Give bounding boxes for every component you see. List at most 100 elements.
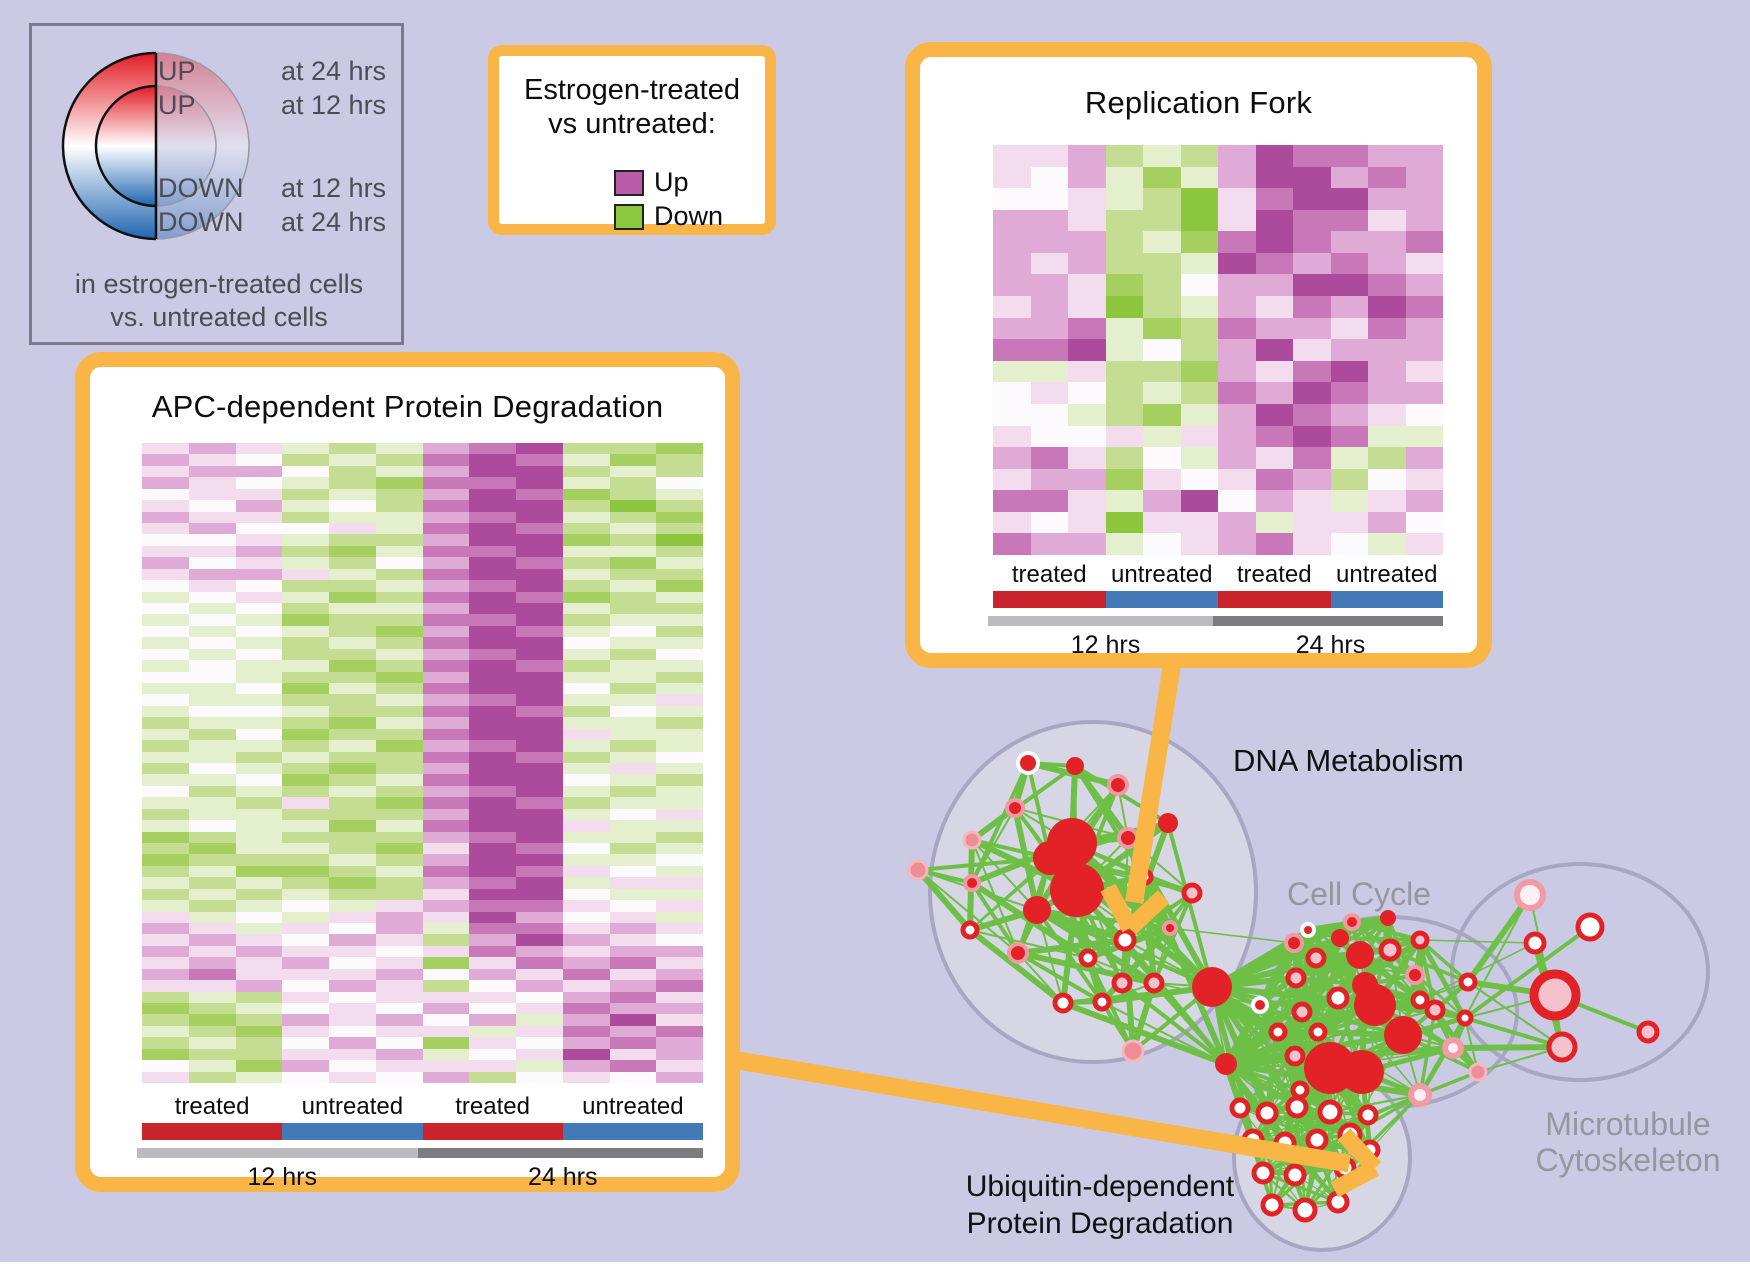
heatmap-cell <box>1180 296 1218 318</box>
heatmap-cell <box>1405 447 1443 469</box>
treated-bar <box>993 591 1106 608</box>
heatmap-cell <box>142 454 189 466</box>
heatmap-cell <box>1180 166 1218 189</box>
heatmap-cell <box>1293 166 1331 189</box>
heatmap-cell <box>142 934 189 946</box>
heatmap-cell <box>1105 425 1143 448</box>
heatmap-cell <box>422 774 470 786</box>
heatmap-cell <box>656 568 703 581</box>
heatmap-cell <box>1143 425 1181 448</box>
heatmap-cell <box>516 740 563 752</box>
heatmap-cell <box>375 843 423 855</box>
heatmap-cell <box>562 625 610 638</box>
heatmap-cell <box>1330 533 1368 555</box>
heatmap-cell <box>993 339 1031 361</box>
network-node <box>1546 1031 1578 1063</box>
heatmap-cell <box>516 968 563 981</box>
heatmap-cell <box>562 660 610 672</box>
heatmap-cell <box>993 360 1031 383</box>
updown-direction-label: DOWN <box>158 173 244 203</box>
heatmap-cell <box>375 854 423 866</box>
heatmap-cell <box>188 660 236 672</box>
heatmap-cell <box>422 888 470 901</box>
heatmap-cell <box>516 843 563 855</box>
heatmap-cell <box>562 991 610 1003</box>
heatmap-cell <box>188 625 236 638</box>
estrogen-legend-title-line1: Estrogen-treated <box>523 74 740 106</box>
heatmap-cell <box>188 831 236 843</box>
heatmap-cell <box>516 1048 563 1061</box>
network-edge <box>971 839 1038 911</box>
heatmap-cell <box>656 934 703 946</box>
heatmap-cell <box>516 603 563 615</box>
heatmap-cell <box>1293 382 1331 404</box>
heatmap-cell <box>1143 382 1181 404</box>
heatmap-cell <box>656 923 703 935</box>
heatmap-cell <box>282 488 329 501</box>
time-bar <box>417 1148 703 1158</box>
heatmap-cell <box>329 660 376 672</box>
heatmap-cell <box>329 808 376 821</box>
heatmap-cell <box>1143 403 1181 426</box>
heatmap-cell <box>562 820 610 832</box>
heatmap-cell <box>235 854 283 866</box>
heatmap-cell <box>329 500 376 512</box>
heatmap-cell <box>188 1037 236 1049</box>
heatmap-cell <box>375 808 423 821</box>
heatmap-cell <box>329 728 376 741</box>
heatmap-cell <box>422 603 470 615</box>
heatmap-cell <box>235 443 283 455</box>
heatmap-cell <box>609 500 657 512</box>
connector-arrow-apc-to-ubiquitin <box>733 1051 1382 1198</box>
heatmap-cell <box>1368 188 1406 210</box>
heatmap-cell <box>609 854 657 866</box>
heatmap-cell <box>375 580 423 592</box>
heatmap-cell <box>1143 145 1181 167</box>
heatmap-cell <box>422 717 470 729</box>
heatmap-cell <box>375 683 423 695</box>
heatmap-cell <box>235 785 283 798</box>
heatmap-cell <box>235 545 283 558</box>
heatmap-cell <box>609 1060 657 1072</box>
group-label: untreated <box>1111 561 1213 588</box>
heatmap-cell <box>562 523 610 535</box>
heatmap-cell <box>188 945 236 958</box>
heatmap-cell <box>1030 145 1068 167</box>
heatmap-cell <box>562 534 610 546</box>
heatmap-cell <box>375 637 423 649</box>
heatmap-cell <box>282 603 329 615</box>
network-node <box>1016 751 1040 775</box>
heatmap-cell <box>1068 382 1106 404</box>
heatmap-cell <box>282 957 329 969</box>
heatmap-cell <box>609 1014 657 1026</box>
heatmap-cell <box>562 865 610 878</box>
heatmap-cell <box>516 865 563 878</box>
heatmap-cell <box>235 774 283 786</box>
heatmap-cell <box>562 488 610 501</box>
heatmap-cell <box>235 500 283 512</box>
heatmap-cell <box>1368 490 1406 512</box>
heatmap-cell <box>1218 317 1256 340</box>
time-label: 24 hrs <box>1295 631 1366 659</box>
heatmap-cell <box>142 774 189 786</box>
heatmap-cell <box>1405 296 1443 318</box>
heatmap-cell <box>516 877 563 889</box>
heatmap-cell <box>235 511 283 523</box>
heatmap-cell <box>516 1025 563 1038</box>
heatmap-cell <box>282 911 329 923</box>
heatmap-cell <box>1330 339 1368 361</box>
heatmap-cell <box>235 477 283 489</box>
network-edge <box>1169 927 1295 944</box>
heatmap-cell <box>469 523 516 535</box>
heatmap-cell <box>375 465 423 478</box>
heatmap-cell <box>656 534 703 546</box>
heatmap-cell <box>656 683 703 695</box>
heatmap-cell <box>422 1003 470 1015</box>
heatmap-cell <box>1330 209 1368 232</box>
heatmap-cell <box>235 648 283 661</box>
heatmap-cell <box>188 728 236 741</box>
heatmap-cell <box>1068 533 1106 555</box>
heatmap-cell <box>656 854 703 866</box>
heatmap-cell <box>422 911 470 923</box>
time-label: 12 hrs <box>247 1163 317 1191</box>
